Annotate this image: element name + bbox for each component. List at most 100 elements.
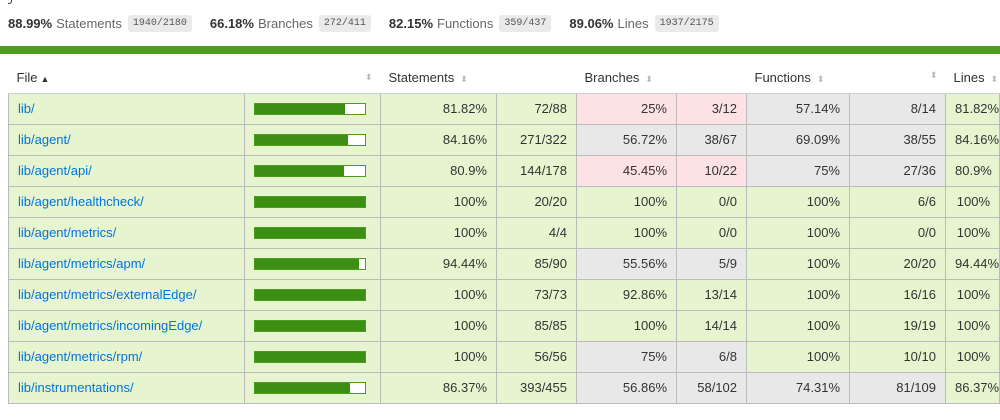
file-cell: lib/agent/api/	[8, 154, 245, 187]
lines-pct: 80.9%	[945, 154, 1000, 187]
table-row: lib/81.82% 72/88 25% 3/12 57.14% 8/14 81.82%	[8, 92, 1000, 125]
coverage-bar-cell	[244, 123, 381, 156]
functions-fraction: 10/10	[849, 340, 946, 373]
coverage-bar	[254, 195, 366, 208]
table-row: lib/agent/api/80.9% 144/178 45.45% 10/22 75%…	[8, 154, 1000, 187]
statements-fraction: 144/178	[496, 154, 577, 187]
summary-fraction: 359/437	[499, 14, 552, 32]
coverage-bar	[254, 164, 366, 177]
branches-fraction: 10/22	[676, 154, 747, 187]
sort-ascending-icon: ▲	[40, 74, 50, 85]
statements-fraction: 85/90	[496, 247, 577, 280]
statements-fraction: 393/455	[496, 371, 577, 404]
statements-pct: 100%	[380, 278, 497, 311]
header-functions[interactable]: Functions ⬍ ⬍	[746, 63, 946, 94]
file-link[interactable]: lib/agent/metrics/incomingEdge/	[18, 318, 203, 333]
functions-pct: 100%	[746, 278, 850, 311]
lines-pct: 84.16%	[945, 123, 1000, 156]
branches-pct: 75%	[576, 340, 677, 373]
functions-fraction: 16/16	[849, 278, 946, 311]
file-cell: lib/agent/metrics/	[8, 216, 245, 249]
summary-branches: 66.18% Branches 272/411	[210, 14, 371, 32]
header-file[interactable]: File ▲	[8, 63, 245, 94]
header-lines[interactable]: Lines ⬍	[945, 63, 1000, 94]
branches-pct: 56.72%	[576, 123, 677, 156]
file-link[interactable]: lib/agent/metrics/apm/	[18, 256, 146, 271]
coverage-bar-cell	[244, 278, 381, 311]
header-functions-label: Functions	[754, 70, 811, 86]
lines-pct: 100%	[945, 278, 1000, 311]
functions-pct: 100%	[746, 340, 850, 373]
statements-pct: 100%	[380, 185, 497, 218]
branches-pct: 55.56%	[576, 247, 677, 280]
file-link[interactable]: lib/agent/metrics/externalEdge/	[18, 287, 197, 302]
statements-pct: 81.82%	[380, 92, 497, 125]
coverage-bar-fill	[255, 320, 365, 331]
statements-pct: 86.37%	[380, 371, 497, 404]
table-row: lib/agent/metrics/apm/94.44% 85/90 55.56% 5…	[8, 247, 1000, 280]
coverage-summary: 88.99% Statements 1940/2180 66.18% Branc…	[8, 12, 737, 34]
branches-fraction: 13/14	[676, 278, 747, 311]
header-statements[interactable]: Statements ⬍	[380, 63, 577, 94]
summary-statements: 88.99% Statements 1940/2180	[8, 14, 192, 32]
header-file-bar[interactable]: ⬍	[244, 63, 381, 94]
table-row: lib/agent/healthcheck/100% 20/20 100% 0/0 10…	[8, 185, 1000, 218]
file-link[interactable]: lib/agent/metrics/	[18, 225, 117, 240]
statements-fraction: 4/4	[496, 216, 577, 249]
functions-pct: 100%	[746, 185, 850, 218]
summary-lines: 89.06% Lines 1937/2175	[569, 14, 719, 32]
branches-pct: 56.86%	[576, 371, 677, 404]
functions-pct: 74.31%	[746, 371, 850, 404]
functions-pct: 75%	[746, 154, 850, 187]
coverage-bar-cell	[244, 309, 381, 342]
file-link[interactable]: lib/instrumentations/	[18, 380, 134, 395]
summary-label: Branches	[257, 15, 313, 31]
branches-pct: 25%	[576, 92, 677, 125]
file-cell: lib/agent/metrics/rpm/	[8, 340, 245, 373]
branches-fraction: 6/8	[676, 340, 747, 373]
file-link[interactable]: lib/agent/	[18, 132, 71, 147]
coverage-bar-cell	[244, 216, 381, 249]
lines-pct: 100%	[945, 340, 1000, 373]
table-row: lib/instrumentations/86.37% 393/455 56.86%…	[8, 371, 1000, 404]
sort-icon: ⬍	[364, 72, 373, 83]
lines-pct: 100%	[945, 185, 1000, 218]
summary-functions: 82.15% Functions 359/437	[388, 14, 552, 32]
file-cell: lib/agent/metrics/externalEdge/	[8, 278, 245, 311]
table-header-row: File ▲ ⬍ Statements ⬍ Branches ⬍ Functions ⬍…	[8, 63, 1000, 94]
header-branches[interactable]: Branches ⬍	[576, 63, 747, 94]
coverage-bar-cell	[244, 154, 381, 187]
summary-label: Functions	[437, 15, 494, 31]
lines-pct: 86.37%	[945, 371, 1000, 404]
functions-pct: 57.14%	[746, 92, 850, 125]
coverage-bar-fill	[255, 382, 350, 393]
file-link[interactable]: lib/agent/api/	[18, 163, 92, 178]
coverage-bar-fill	[255, 196, 365, 207]
statements-pct: 84.16%	[380, 123, 497, 156]
coverage-bar	[254, 319, 366, 332]
summary-pct: 82.15%	[388, 15, 433, 31]
file-link[interactable]: lib/agent/metrics/rpm/	[18, 349, 143, 364]
functions-pct: 100%	[746, 247, 850, 280]
file-cell: lib/instrumentations/	[8, 371, 245, 404]
file-link[interactable]: lib/agent/healthcheck/	[18, 194, 144, 209]
coverage-bar	[254, 257, 366, 270]
branches-fraction: 0/0	[676, 216, 747, 249]
table-row: lib/agent/metrics/incomingEdge/100% 85/85…	[8, 309, 1000, 342]
header-lines-label: Lines	[953, 70, 985, 86]
summary-label: Lines	[617, 15, 649, 31]
coverage-bar-cell	[244, 247, 381, 280]
coverage-bar-fill	[255, 258, 359, 269]
file-link[interactable]: lib/	[18, 101, 35, 116]
coverage-bar-cell	[244, 185, 381, 218]
lines-pct: 100%	[945, 309, 1000, 342]
coverage-bar-fill	[255, 165, 344, 176]
sort-icon: ⬍	[990, 74, 999, 85]
functions-fraction: 8/14	[849, 92, 946, 125]
branches-fraction: 14/14	[676, 309, 747, 342]
header-branches-label: Branches	[584, 70, 640, 86]
statements-pct: 100%	[380, 309, 497, 342]
functions-pct: 100%	[746, 216, 850, 249]
statements-fraction: 56/56	[496, 340, 577, 373]
functions-pct: 100%	[746, 309, 850, 342]
